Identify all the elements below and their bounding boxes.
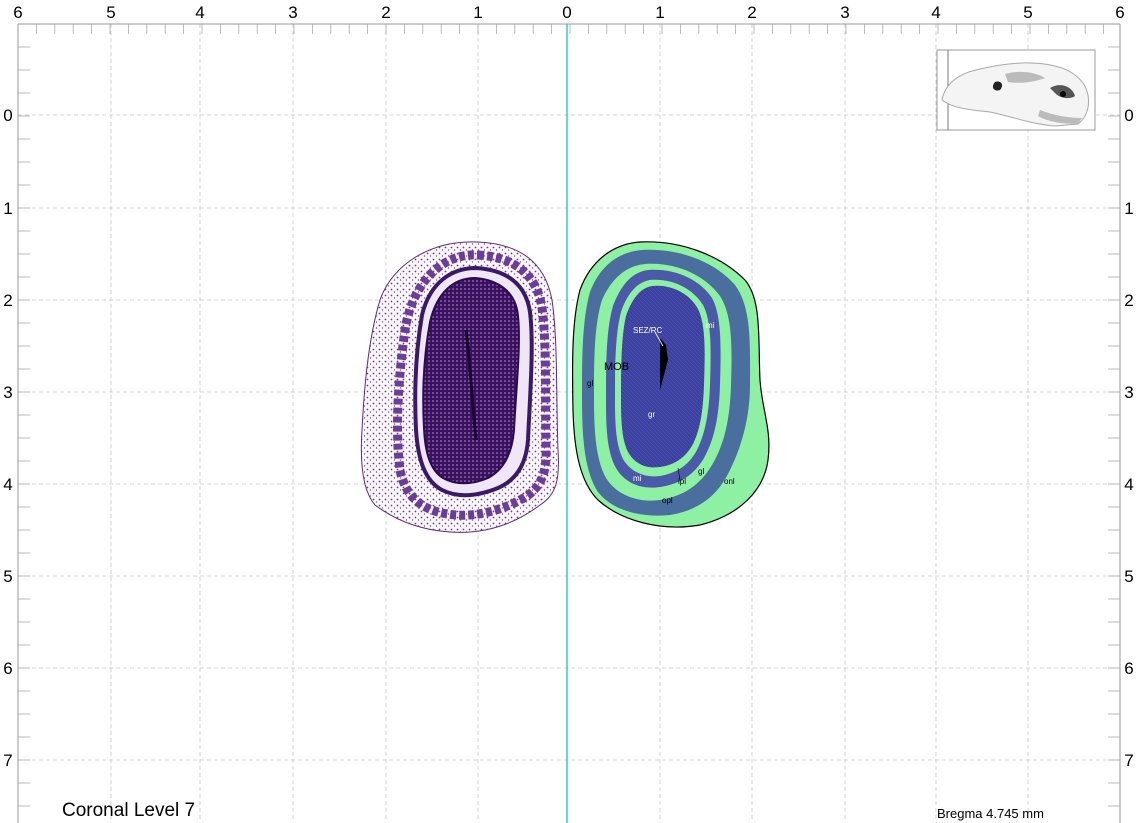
sagittal-inset <box>937 50 1095 130</box>
inset-marker-dot <box>1060 91 1066 97</box>
left-axis-label: 7 <box>3 751 12 770</box>
right-axis-label: 0 <box>1124 106 1133 125</box>
coordinate-grid <box>18 24 1120 823</box>
top-axis-label: 0 <box>562 3 571 22</box>
top-axis-label: 5 <box>1023 3 1032 22</box>
right-axis-label: 3 <box>1124 383 1133 402</box>
top-axis-label: 3 <box>840 3 849 22</box>
bregma-label: Bregma 4.745 mm <box>937 806 1044 821</box>
left-axis-label: 0 <box>3 106 12 125</box>
left-axis-label: 6 <box>3 659 12 678</box>
top-axis: 6 5 4 3 2 1 0 1 2 3 4 5 6 <box>13 3 1124 22</box>
region-label-mi-top: mi <box>706 321 715 330</box>
top-axis-label: 5 <box>106 3 115 22</box>
top-axis-label: 3 <box>288 3 297 22</box>
nissl-section <box>361 242 558 532</box>
atlas-drawing: MOB gl SEZ/RC gr mi mi ipl gl opl onl <box>573 242 769 527</box>
right-axis-label: 2 <box>1124 291 1133 310</box>
right-axis: 0 1 2 3 4 5 6 7 <box>1124 106 1133 770</box>
right-axis-label: 5 <box>1124 567 1133 586</box>
right-axis-label: 6 <box>1124 659 1133 678</box>
top-axis-label: 6 <box>1115 3 1124 22</box>
left-axis-label: 2 <box>3 291 12 310</box>
left-axis-label: 1 <box>3 199 12 218</box>
top-axis-label: 4 <box>195 3 204 22</box>
region-label-mob: MOB <box>604 361 629 373</box>
ruler-ticks <box>18 24 1120 823</box>
left-axis-label: 5 <box>3 567 12 586</box>
top-axis-label: 2 <box>747 3 756 22</box>
region-label-sez-rc: SEZ/RC <box>633 326 663 335</box>
top-axis-label: 4 <box>931 3 940 22</box>
region-label-gl: gl <box>587 379 593 388</box>
right-axis-label: 1 <box>1124 199 1133 218</box>
left-axis: 0 1 2 3 4 5 6 7 <box>3 106 12 770</box>
left-axis-label: 3 <box>3 383 12 402</box>
region-label-mi-bottom: mi <box>633 474 642 483</box>
right-axis-label: 7 <box>1124 751 1133 770</box>
right-axis-label: 4 <box>1124 475 1133 494</box>
region-label-gr: gr <box>648 410 655 419</box>
region-label-opl: opl <box>662 496 673 505</box>
top-axis-label: 1 <box>473 3 482 22</box>
top-axis-label: 1 <box>655 3 664 22</box>
top-axis-label: 2 <box>381 3 390 22</box>
region-label-ipl: ipl <box>678 477 686 486</box>
region-label-gl-right: gl <box>698 467 704 476</box>
top-axis-label: 6 <box>13 3 22 22</box>
left-axis-label: 4 <box>3 475 12 494</box>
region-label-onl: onl <box>724 477 735 486</box>
level-title: Coronal Level 7 <box>62 800 195 822</box>
